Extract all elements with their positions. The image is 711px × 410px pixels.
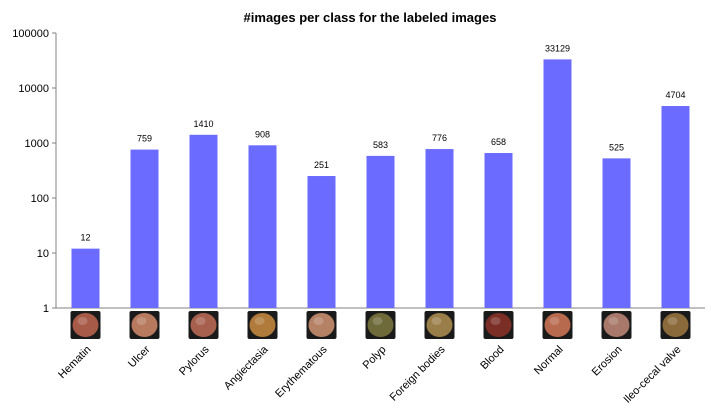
y-tick-label: 10000 (18, 83, 49, 95)
class-thumbnail-image (129, 311, 160, 339)
category-label: Blood (478, 344, 506, 372)
data-label: 908 (255, 129, 270, 139)
data-label: 776 (432, 133, 447, 143)
bar (130, 149, 159, 308)
bars (71, 59, 690, 308)
data-label: 583 (373, 140, 388, 150)
category-label: Erythematous (273, 343, 330, 400)
category-label: Hematin (56, 344, 93, 381)
bar (189, 134, 218, 308)
category-label: Ulcer (126, 343, 153, 370)
thumbnails (70, 311, 691, 339)
category-label: Pylorus (177, 343, 212, 378)
y-axis-ticks: 100000 10000 1000 100 10 1 (12, 28, 56, 315)
y-tick-label: 10 (37, 248, 49, 260)
class-thumbnail-image (601, 311, 632, 339)
y-tick-label: 100000 (12, 28, 49, 40)
class-thumbnail-image (660, 311, 691, 339)
data-label: 251 (314, 160, 329, 170)
bar (307, 176, 336, 308)
bar (602, 158, 631, 308)
data-label: 4704 (665, 90, 685, 100)
bar (248, 145, 277, 308)
class-thumbnail-image (306, 311, 337, 339)
class-thumbnail-image (365, 311, 396, 339)
category-label: Foreign bodies (388, 343, 448, 403)
class-thumbnail-image (542, 311, 573, 339)
category-label: Polyp (361, 344, 389, 372)
bar (543, 59, 572, 308)
data-labels: 12 759 1410 908 251 583 776 658 33129 525 4704 (80, 43, 685, 242)
category-label: Erosion (590, 344, 625, 379)
data-label: 12 (80, 233, 90, 243)
bar (71, 248, 100, 308)
x-axis-ticks: Hematin Ulcer Pylorus Angiectasia Erythemato… (56, 343, 683, 406)
data-label: 525 (609, 142, 624, 152)
class-thumbnail-image (70, 311, 101, 339)
chart-title: #images per class for the labeled images (244, 10, 497, 25)
class-thumbnail-image (188, 311, 219, 339)
y-tick-label: 1 (43, 303, 49, 315)
class-thumbnail-image (483, 311, 514, 339)
y-tick-label: 1000 (25, 138, 49, 150)
data-label: 33129 (545, 43, 570, 53)
bar (661, 106, 690, 308)
bar (366, 155, 395, 308)
class-thumbnail-image (424, 311, 455, 339)
category-label: Angiectasia (222, 343, 271, 392)
category-label: Normal (532, 344, 566, 378)
class-thumbnail-image (247, 311, 278, 339)
data-label: 1410 (193, 119, 213, 129)
data-label: 658 (491, 137, 506, 147)
bar (425, 149, 454, 308)
y-tick-label: 100 (31, 193, 49, 205)
category-label: Ileo-cecal valve (622, 344, 684, 406)
bar (484, 152, 513, 308)
data-label: 759 (137, 134, 152, 144)
